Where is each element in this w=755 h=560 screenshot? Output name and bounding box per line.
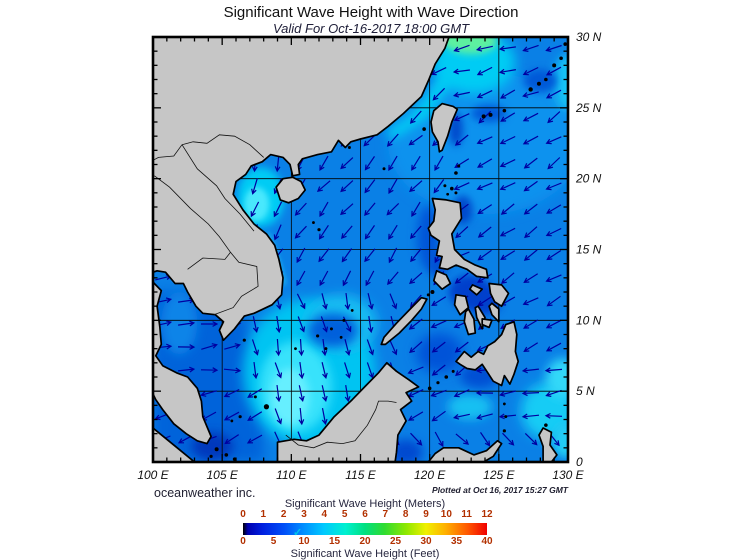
valid-time-subtitle: Valid For Oct-16-2017 18:00 GMT [272,21,470,36]
colorbar-tick-meters: 0 [240,509,246,520]
y-axis-label: 15 N [576,243,602,257]
y-axis-label: 30 N [576,30,602,44]
oceanweather-credit: oceanweather inc. [154,486,256,500]
colorbar-tick-feet: 10 [298,536,310,547]
colorbar-tick-meters: 9 [423,509,429,520]
colorbar-tick-feet: 20 [359,536,371,547]
colorbar-tick-feet: 40 [481,536,493,547]
x-axis-label: 120 E [414,468,446,482]
y-axis-label: 5 N [576,384,595,398]
country-borders [153,134,397,449]
x-axis-label: 130 E [552,468,584,482]
colorbar-tick-meters: 8 [402,509,409,520]
colorbar-tick-meters: 6 [362,509,368,520]
plotted-timestamp: Plotted at Oct 16, 2017 15:27 GMT [431,485,568,495]
colorbar [243,523,487,535]
colorbar-title-feet: Significant Wave Height (Feet) [290,548,440,560]
x-axis-label: 100 E [137,468,169,482]
landmasses [153,37,558,462]
colorbar-tick-meters: 5 [341,509,348,520]
y-axis-label: 10 N [576,313,602,327]
colorbar-tick-feet: 5 [270,536,277,547]
colorbar-tick-feet: 0 [240,536,246,547]
y-axis-label: 0 [576,455,583,469]
colorbar-tick-meters: 11 [461,509,472,520]
colorbar-tick-meters: 3 [301,509,307,520]
colorbar-tick-meters: 4 [321,509,328,520]
colorbar-tick-feet: 25 [389,536,402,547]
x-axis-label: 105 E [206,468,238,482]
colorbar-tick-meters: 2 [280,509,287,520]
page-title: Significant Wave Height with Wave Direct… [223,4,519,21]
colorbar-tick-meters: 12 [481,509,493,520]
axis-ticks [152,36,569,463]
x-axis-label: 125 E [483,468,515,482]
colorbar-tick-feet: 30 [420,536,432,547]
x-axis-label: 115 E [345,468,376,482]
colorbar-title-meters: Significant Wave Height (Meters) [284,498,446,510]
x-axis-label: 110 E [276,468,307,482]
colorbar-tick-meters: 7 [382,509,389,520]
colorbar-tick-meters: 1 [260,509,267,520]
y-axis-label: 20 N [575,172,602,186]
y-axis-label: 25 N [575,101,602,115]
colorbar-tick-feet: 35 [450,536,463,547]
small-islands [209,42,568,461]
colorbar-tick-feet: 15 [328,536,341,547]
cyan-check-mark: ✓ [293,527,303,539]
colorbar-tick-meters: 10 [440,509,452,520]
